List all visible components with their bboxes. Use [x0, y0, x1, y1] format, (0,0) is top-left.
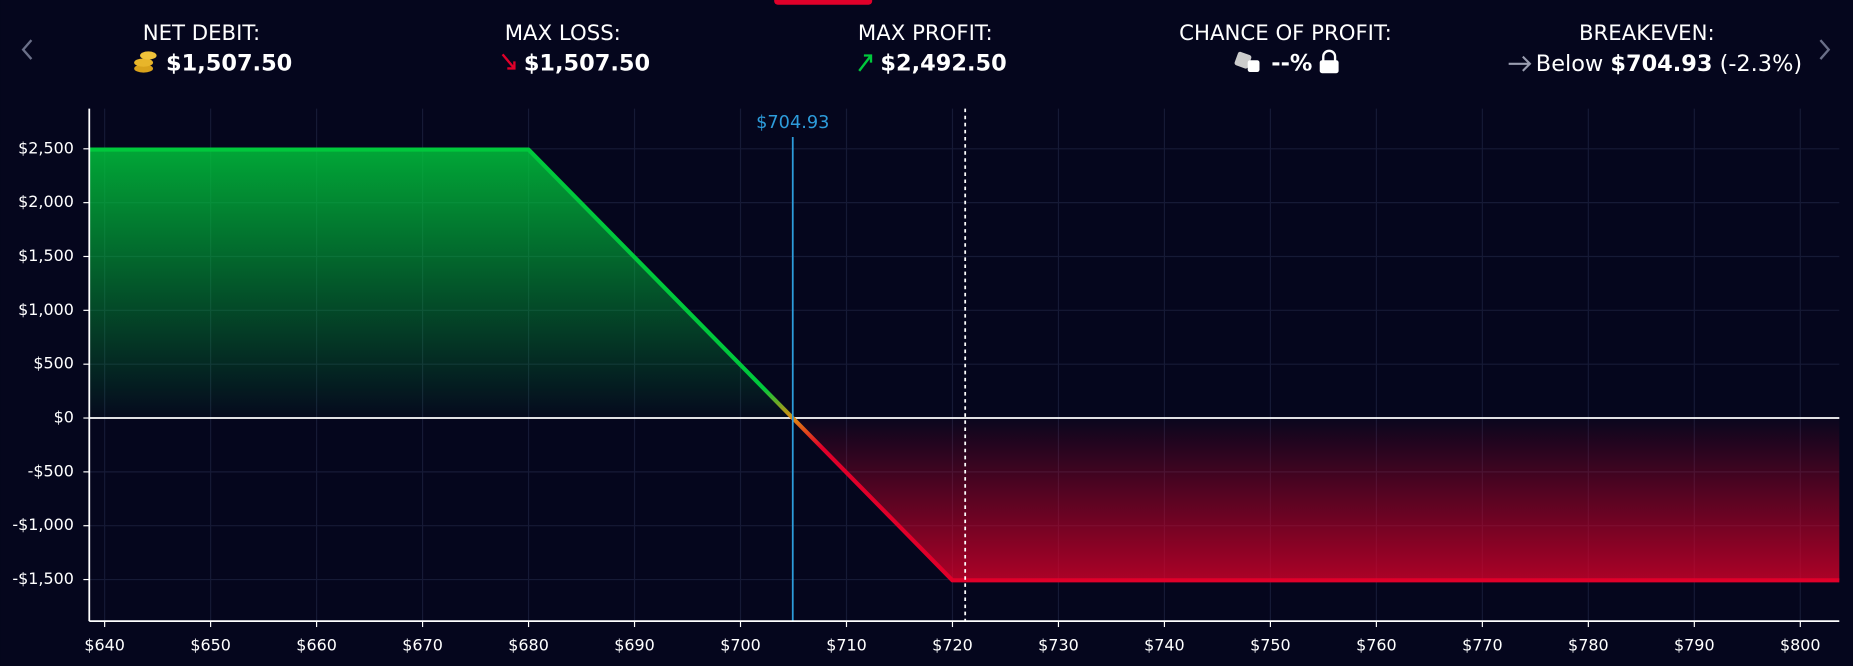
- stat-value: $1,507.50: [524, 50, 650, 76]
- x-tick-label: $770: [1462, 635, 1503, 654]
- y-tick-label: $500: [33, 354, 74, 373]
- stat-value: $2,492.50: [880, 50, 1006, 76]
- stat-label: CHANCE OF PROFIT:: [1179, 21, 1392, 46]
- x-tick-label: $670: [402, 635, 443, 654]
- stat-value: --%: [1271, 50, 1312, 76]
- x-tick-label: $750: [1250, 635, 1291, 654]
- y-tick-label: $2,500: [18, 138, 74, 157]
- breakeven-pct: (-2.3%): [1720, 50, 1803, 76]
- y-tick-label: $1,500: [18, 246, 74, 265]
- x-tick-label: $650: [190, 635, 231, 654]
- x-tick-label: $790: [1674, 635, 1715, 654]
- breakeven-label: $704.93: [756, 113, 829, 133]
- x-tick-label: $710: [826, 635, 867, 654]
- prev-button[interactable]: [21, 39, 33, 60]
- x-tick-label: $690: [614, 635, 655, 654]
- y-tick-label: -$1,500: [12, 569, 74, 588]
- up-arrow-icon: [858, 54, 873, 72]
- next-button[interactable]: [1819, 39, 1831, 60]
- lock-icon: [1319, 49, 1339, 74]
- y-tick-label: -$1,000: [12, 515, 74, 534]
- x-tick-label: $700: [720, 635, 761, 654]
- x-tick-label: $640: [84, 635, 125, 654]
- stat-label: MAX PROFIT:: [858, 21, 993, 46]
- y-tick-label: $0: [54, 408, 74, 427]
- dice-icon: [1234, 51, 1260, 73]
- stat-label: BREAKEVEN:: [1579, 21, 1715, 46]
- x-tick-label: $760: [1356, 635, 1397, 654]
- payoff-area: [89, 149, 1840, 581]
- x-tick-label: $740: [1144, 635, 1185, 654]
- y-tick-label: -$500: [28, 461, 74, 480]
- down-arrow-icon: [501, 53, 516, 70]
- x-tick-label: $780: [1568, 635, 1609, 654]
- stat-label: NET DEBIT:: [143, 21, 261, 46]
- x-tick-label: $680: [508, 635, 549, 654]
- x-tick-label: $720: [932, 635, 973, 654]
- x-tick-label: $730: [1038, 635, 1079, 654]
- x-tick-label: $800: [1780, 635, 1821, 654]
- breakeven-prefix: Below: [1536, 50, 1603, 76]
- top-tab[interactable]: [774, 0, 873, 5]
- stat-value: $1,507.50: [166, 50, 292, 76]
- y-tick-label: $1,000: [18, 300, 74, 319]
- breakeven-price: $704.93: [1610, 50, 1712, 76]
- breakeven-value: Below $704.93 (-2.3%): [1536, 50, 1802, 76]
- y-tick-label: $2,000: [18, 192, 74, 211]
- coins-icon: [134, 51, 157, 73]
- right-arrow-icon: [1508, 55, 1532, 72]
- x-tick-label: $660: [296, 635, 337, 654]
- stat-label: MAX LOSS:: [505, 21, 621, 46]
